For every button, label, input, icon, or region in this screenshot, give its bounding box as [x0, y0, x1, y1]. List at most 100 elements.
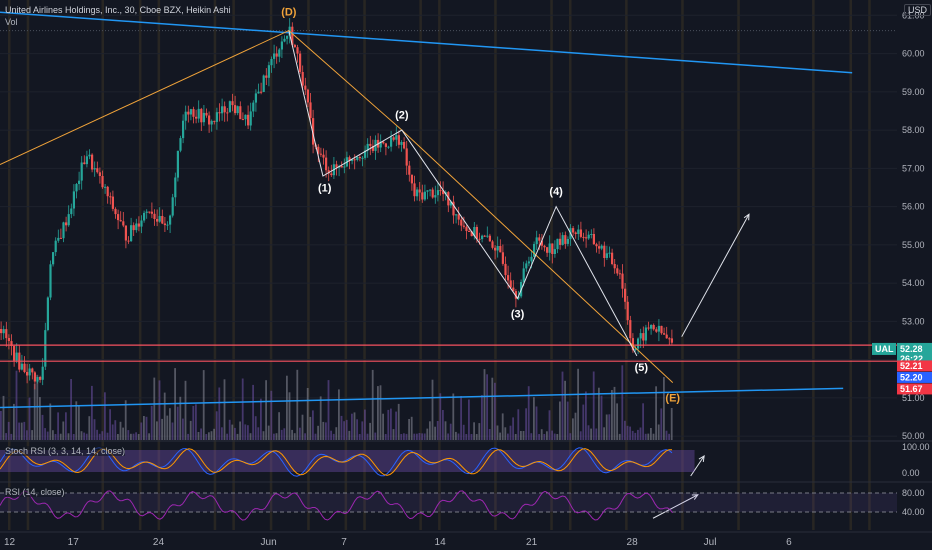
candle-body — [150, 211, 153, 214]
volume-bar — [590, 428, 592, 440]
volume-bar — [166, 415, 169, 440]
session-band — [849, 0, 852, 530]
volume-bar — [223, 379, 226, 440]
session-band — [157, 0, 161, 530]
volume-bar — [566, 401, 569, 440]
volume-bar — [598, 387, 600, 440]
wave-label: (4) — [549, 186, 563, 198]
volume-bar — [663, 377, 665, 440]
candle-body — [262, 75, 265, 92]
price-tick-label: 59.00 — [902, 87, 925, 97]
candle-body — [247, 114, 250, 126]
volume-bar — [137, 434, 140, 440]
volume-bar — [119, 421, 122, 440]
volume-bar — [252, 384, 254, 440]
volume-bar — [262, 431, 265, 440]
volume-bar — [234, 427, 236, 440]
candle-body — [335, 164, 338, 168]
candle-body — [28, 368, 31, 376]
candle-body — [41, 366, 44, 380]
volume-bar — [657, 424, 660, 440]
volume-bar — [413, 433, 416, 440]
candle-body — [80, 162, 83, 181]
candle-body — [634, 348, 637, 351]
volume-bar — [228, 419, 231, 440]
volume-bar — [72, 434, 75, 440]
price-tick-label: 53.00 — [902, 316, 925, 326]
candle-body — [501, 252, 504, 264]
currency-button[interactable]: USD — [904, 4, 932, 16]
rsi-tick-label: 40.00 — [902, 507, 925, 517]
candle-body — [98, 172, 101, 176]
volume-bar — [608, 414, 611, 440]
volume-bar — [543, 434, 546, 440]
volume-bar — [36, 374, 39, 440]
candle-body — [621, 273, 624, 289]
candle-body — [611, 252, 614, 264]
volume-bar — [49, 403, 52, 440]
candle-body — [153, 213, 156, 219]
candle-body — [553, 249, 556, 254]
candle-body — [465, 226, 468, 231]
candle-body — [343, 166, 346, 168]
volume-bar — [117, 434, 119, 440]
candle-body — [590, 234, 593, 235]
candle-body — [254, 93, 257, 103]
candle-body — [512, 287, 515, 292]
volume-bar — [384, 434, 387, 440]
candle-body — [26, 372, 29, 376]
candle-body — [434, 195, 437, 198]
candle-body — [187, 111, 190, 115]
candle-body — [59, 237, 62, 239]
volume-bar — [618, 433, 621, 440]
volume-bar — [377, 386, 379, 440]
candle-body — [20, 363, 23, 370]
candle-body — [488, 235, 491, 242]
candle-body — [382, 141, 385, 144]
candle-body — [616, 268, 619, 274]
candle-body — [416, 189, 419, 197]
candle-body — [319, 153, 322, 155]
candle-body — [54, 240, 57, 253]
candle-body — [31, 368, 34, 373]
candle-body — [228, 101, 231, 113]
volume-bar — [158, 380, 161, 440]
volume-bar — [143, 416, 145, 440]
stoch-rsi-label[interactable]: Stoch RSI (3, 3, 14, 14, close) — [5, 446, 126, 456]
volume-bar — [647, 433, 650, 440]
price-tick-label: 51.00 — [902, 393, 925, 403]
candle-body — [114, 208, 117, 215]
volume-bar — [538, 434, 540, 440]
volume-bar — [52, 430, 54, 440]
candle-body — [486, 235, 489, 237]
candle-body — [462, 225, 465, 227]
volume-bar — [278, 412, 280, 440]
stoch-k-line — [0, 447, 673, 477]
volume-bar — [449, 423, 452, 440]
candle-body — [631, 338, 634, 351]
last-price-badge — [897, 342, 932, 364]
volume-bar — [83, 432, 85, 440]
volume-bar — [561, 371, 564, 440]
volume-bar — [205, 434, 208, 440]
candle-body — [104, 186, 107, 188]
volume-bar — [366, 433, 369, 440]
candle-body — [527, 261, 530, 264]
volume-bar — [444, 421, 447, 440]
volume-bar — [603, 427, 605, 440]
volume-bar — [553, 433, 556, 440]
volume-bar — [213, 428, 215, 440]
candle-body — [148, 211, 151, 213]
volume-bar — [325, 422, 327, 440]
volume-bar — [624, 420, 626, 440]
volume-bar — [226, 433, 228, 440]
rsi-label[interactable]: RSI (14, close) — [5, 487, 65, 497]
volume-bar — [192, 406, 195, 440]
candle-body — [0, 329, 3, 334]
volume-bar — [408, 419, 410, 440]
candle-body — [70, 208, 73, 215]
candle-body — [304, 85, 307, 90]
candle-body — [421, 192, 424, 200]
volume-bar — [210, 431, 213, 440]
